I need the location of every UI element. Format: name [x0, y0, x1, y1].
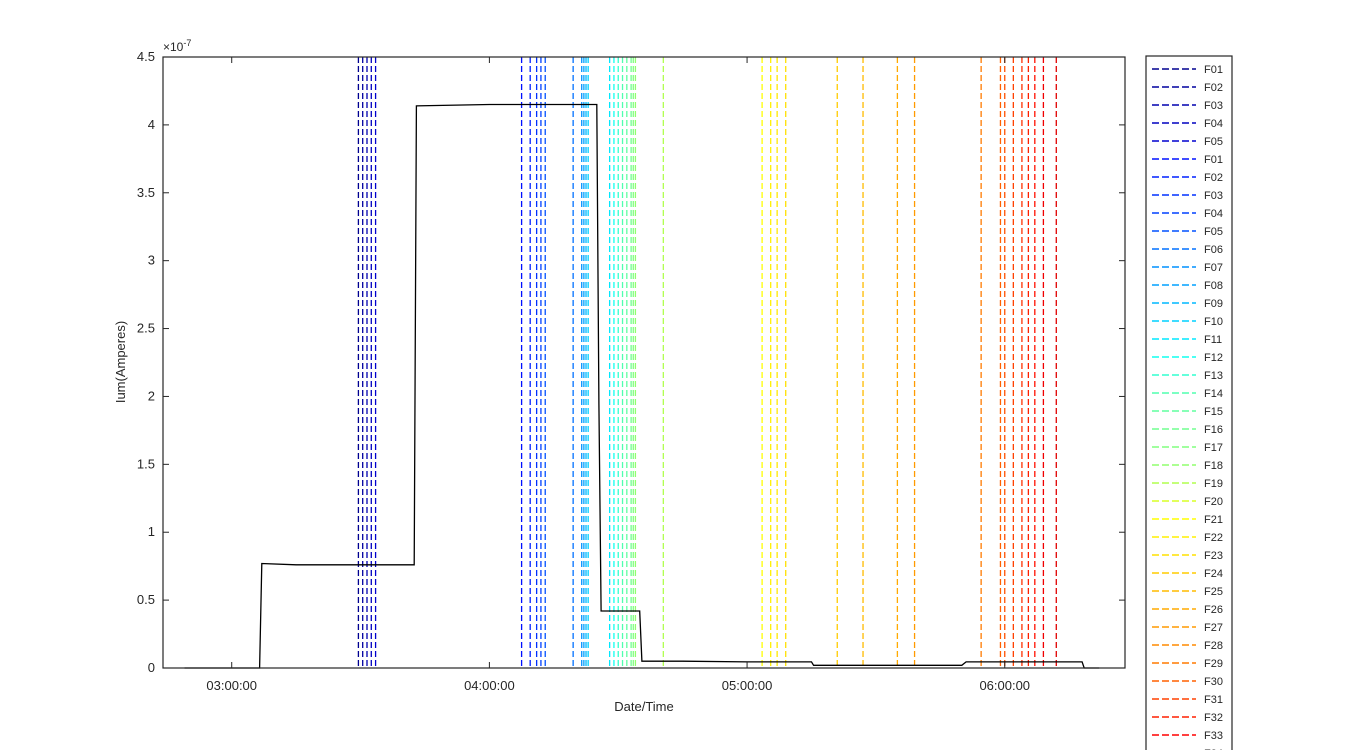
legend-label: F21	[1204, 514, 1223, 526]
y-tick-label: 1.5	[137, 456, 155, 471]
legend-label: F15	[1204, 406, 1223, 418]
legend-label: F31	[1204, 694, 1223, 706]
legend-label: F09	[1204, 298, 1223, 310]
current-series-line	[184, 103, 1100, 669]
legend-label: F23	[1204, 550, 1223, 562]
axes-group	[162, 56, 1126, 669]
legend-label: F32	[1204, 712, 1223, 724]
current-line-group	[184, 103, 1100, 669]
y-tick-label: 1	[148, 524, 155, 539]
y-tick-label: 4	[148, 117, 155, 132]
y-ticks-group: 0 0.5 1 1.5 2 2.5 3 3.5 4 4.5	[137, 49, 1125, 675]
legend-label: F16	[1204, 424, 1223, 436]
legend-label: F22	[1204, 532, 1223, 544]
legend: F01 F02 F03 F04 F05 F01 F02 F03 F04 F05 F06 F07 F08 F…	[1145, 55, 1233, 755]
legend-label: F26	[1204, 604, 1223, 616]
legend-label: F25	[1204, 586, 1223, 598]
y-tick-label: 0	[148, 660, 155, 675]
legend-label: F01	[1204, 64, 1223, 76]
legend-label: F33	[1204, 730, 1223, 742]
legend-label: F29	[1204, 658, 1223, 670]
legend-label: F07	[1204, 262, 1223, 274]
x-ticks-group: 03:00:00 04:00:00 05:00:00 06:00:00	[206, 57, 1030, 693]
legend-label: F03	[1204, 100, 1223, 112]
legend-label: F04	[1204, 208, 1223, 220]
y-tick-label: 3.5	[137, 185, 155, 200]
legend-label: F20	[1204, 496, 1223, 508]
y-exponent-label: ×10-7	[163, 38, 191, 54]
y-tick-label: 2.5	[137, 321, 155, 336]
legend-label: F17	[1204, 442, 1223, 454]
legend-label: F27	[1204, 622, 1223, 634]
x-tick-label: 05:00:00	[722, 678, 773, 693]
x-tick-label: 04:00:00	[464, 678, 515, 693]
x-tick-label: 03:00:00	[206, 678, 257, 693]
legend-label: F10	[1204, 316, 1223, 328]
legend-label: F02	[1204, 172, 1223, 184]
legend-label: F11	[1204, 334, 1222, 346]
legend-label: F01	[1204, 154, 1223, 166]
legend-label: F05	[1204, 136, 1223, 148]
y-tick-label: 3	[148, 253, 155, 268]
legend-label: F13	[1204, 370, 1223, 382]
y-tick-label: 4.5	[137, 49, 155, 64]
axes-box	[162, 56, 1126, 669]
x-tick-label: 06:00:00	[979, 678, 1030, 693]
plot-area	[163, 57, 1125, 668]
y-tick-label: 0.5	[137, 592, 155, 607]
x-axis-label: Date/Time	[614, 699, 673, 714]
legend-label: F08	[1204, 280, 1223, 292]
legend-label: F02	[1204, 82, 1223, 94]
legend-label: F28	[1204, 640, 1223, 652]
y-tick-label: 2	[148, 388, 155, 403]
legend-box	[1145, 55, 1233, 755]
legend-label: F04	[1204, 118, 1223, 130]
legend-label: F12	[1204, 352, 1223, 364]
legend-label: F05	[1204, 226, 1223, 238]
legend-label: F18	[1204, 460, 1223, 472]
legend-label: F03	[1204, 190, 1223, 202]
legend-label: F06	[1204, 244, 1223, 256]
legend-label: F30	[1204, 676, 1223, 688]
vertical-markers-group	[357, 57, 1057, 668]
y-axis-label: Ium(Amperes)	[113, 321, 128, 403]
legend-label: F19	[1204, 478, 1223, 490]
legend-label: F24	[1204, 568, 1223, 580]
legend-label: F14	[1204, 388, 1223, 400]
